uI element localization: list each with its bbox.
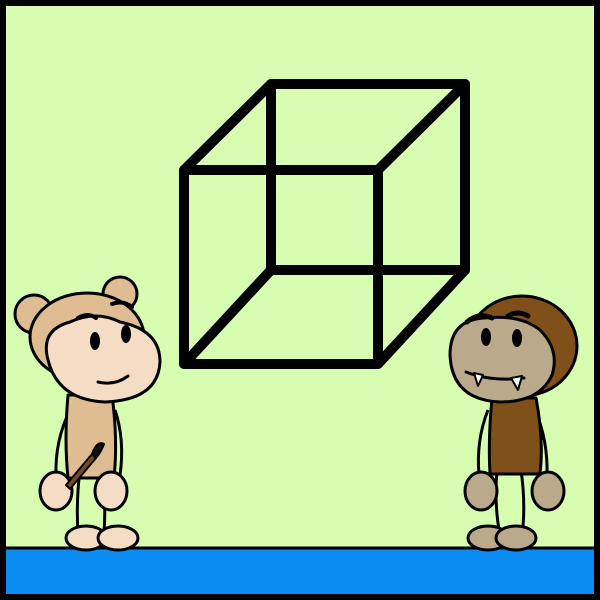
dark-monkey-right-hand [530,470,566,512]
light-monkey [13,275,162,552]
dark-monkey-face [448,315,556,404]
light-monkey-face [44,314,162,404]
paintbrush [65,442,105,490]
dark-monkey-right-fang [510,375,523,391]
cube-edge-top-left [179,79,276,175]
dark-monkey-right-eye [512,329,522,347]
dark-monkey-left-eye [481,328,491,346]
paintbrush-tip [91,442,105,459]
dark-monkey-body [487,396,543,476]
dark-monkey [448,294,579,552]
cube-edge-bottom-left [179,265,276,369]
cube-front-face [179,165,383,369]
floor-strip [1,546,599,599]
light-monkey-right-foot [96,524,140,552]
dark-monkey-right-foot [494,524,538,552]
light-monkey-left-hand [38,470,74,512]
cube-edge-bottom-right [373,265,470,369]
dark-monkey-left-hand [463,470,499,512]
light-monkey-right-brow [110,300,134,309]
dark-monkey-left-fang [473,372,484,387]
light-monkey-right-eye [121,325,131,343]
light-monkey-smile [96,374,130,385]
light-monkey-left-brow [76,313,98,320]
cube-edge-top-right [373,79,470,175]
wireframe-cube [179,79,470,369]
light-monkey-right-hand [93,470,129,512]
dark-monkey-left-brow [464,313,495,325]
dark-monkey-left-arm [476,409,490,476]
light-monkey-left-eye [90,332,100,350]
dark-monkey-right-brow [505,310,531,319]
cube-back-face [266,79,470,275]
light-monkey-right-arm [113,409,124,476]
